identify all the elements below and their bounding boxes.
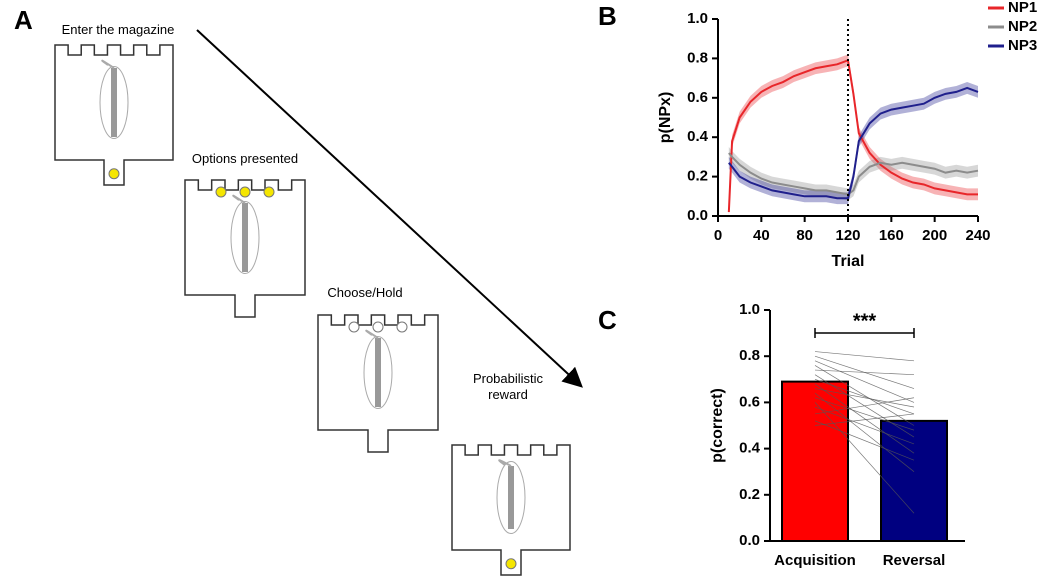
y-tick-label: 1.0	[687, 10, 708, 27]
rat-tail	[365, 329, 379, 339]
chamber	[54, 44, 174, 186]
x-tick-label: 240	[965, 227, 990, 244]
legend-label: NP3	[1008, 37, 1037, 54]
subject-line	[814, 369, 915, 376]
x-tick-label: Acquisition	[774, 552, 856, 569]
subject-line	[814, 420, 915, 461]
bar	[880, 419, 948, 543]
y-tick-label: 0.6	[739, 393, 760, 410]
line	[728, 86, 979, 200]
light	[108, 168, 120, 180]
x-tick-label: 120	[835, 227, 860, 244]
x-tick-label: 0	[714, 227, 722, 244]
x-tick-label: Reversal	[883, 552, 946, 569]
x-tick-label: 80	[796, 227, 813, 244]
y-tick-label: 0.2	[739, 486, 760, 503]
light	[372, 321, 384, 333]
light	[239, 186, 251, 198]
rat-outline	[230, 201, 260, 274]
step-label: Options presented	[191, 151, 299, 166]
light	[396, 321, 408, 333]
subject-line	[814, 397, 915, 431]
subject-line	[814, 402, 915, 514]
legend-label: NP1	[1008, 0, 1037, 16]
y-tick-label: 0.8	[739, 347, 760, 364]
panel-label: A	[14, 5, 33, 35]
light	[263, 186, 275, 198]
x-axis-label: Trial	[832, 253, 865, 270]
rat-tail	[498, 459, 512, 467]
panel-label: C	[598, 305, 617, 335]
rat-body	[508, 466, 514, 529]
y-tick-label: 0.4	[739, 440, 761, 457]
light	[215, 186, 227, 198]
y-axis-label: p(NPx)	[657, 92, 674, 144]
rat-body	[111, 68, 117, 137]
step-label: Enter the magazine	[61, 22, 175, 37]
subject-line	[814, 406, 915, 445]
subject-line	[814, 383, 915, 454]
subject-line	[814, 360, 915, 403]
y-axis-label: p(correct)	[709, 388, 726, 463]
rat-body	[375, 338, 381, 407]
line	[728, 152, 979, 196]
x-tick-label: 160	[879, 227, 904, 244]
line	[727, 59, 978, 213]
y-tick-label: 0.0	[687, 207, 708, 224]
light	[348, 321, 360, 333]
y-tick-label: 0.8	[687, 49, 708, 66]
chamber	[184, 179, 306, 318]
y-tick-label: 0.4	[687, 128, 709, 145]
subject-line	[814, 378, 915, 415]
rat-outline	[363, 336, 393, 409]
rat-tail	[232, 194, 246, 204]
y-tick-label: 0.2	[687, 168, 708, 185]
chamber	[317, 314, 439, 453]
x-tick-label: 40	[753, 227, 770, 244]
significance-label: ***	[853, 310, 877, 332]
rat-body	[242, 203, 248, 272]
chamber	[451, 444, 571, 576]
panel-label: B	[598, 1, 617, 31]
subject-line	[814, 397, 915, 415]
subject-line	[814, 351, 915, 362]
rat-outline	[496, 461, 526, 534]
step-label: Probabilistic reward	[472, 371, 544, 402]
subject-line	[814, 365, 915, 426]
subject-line	[814, 388, 915, 408]
legend-label: NP2	[1008, 18, 1037, 35]
subject-line	[814, 413, 915, 426]
y-tick-label: 1.0	[739, 301, 760, 318]
rat-outline	[99, 66, 129, 139]
y-tick-label: 0.0	[739, 532, 760, 549]
subject-line	[814, 392, 915, 472]
step-label: Choose/Hold	[327, 285, 403, 300]
rat-tail	[101, 59, 115, 69]
y-tick-label: 0.6	[687, 89, 708, 106]
x-tick-label: 200	[922, 227, 947, 244]
arrow	[196, 29, 583, 388]
light	[505, 558, 517, 570]
